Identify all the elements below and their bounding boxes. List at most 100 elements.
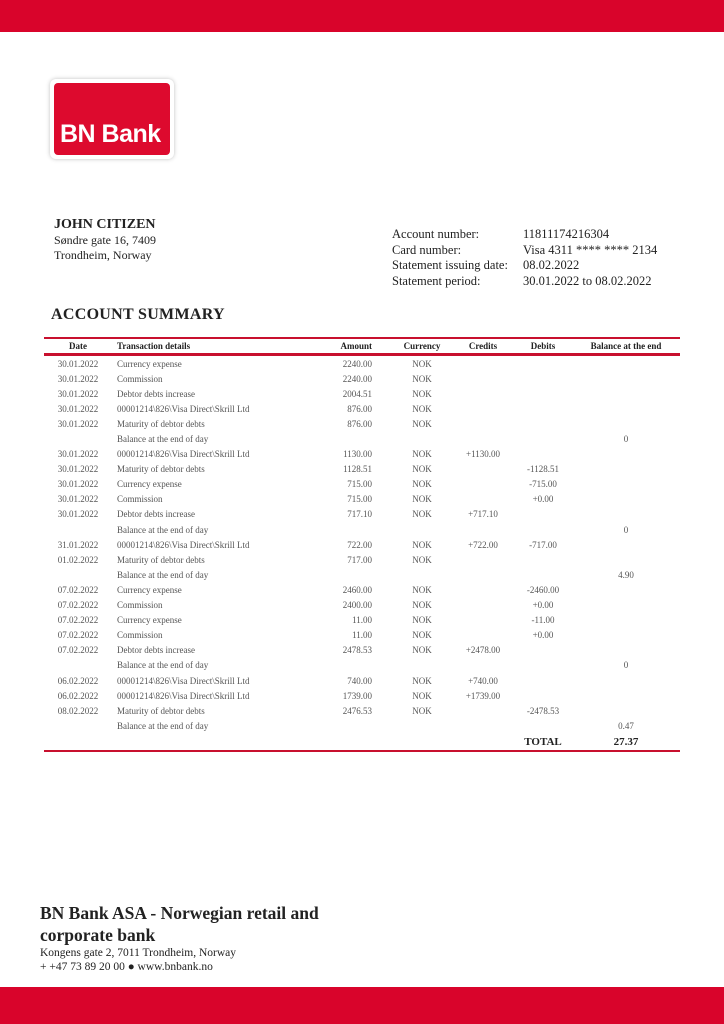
cell-currency: NOK: [412, 403, 432, 414]
account-value: 08.02.2022: [523, 258, 580, 272]
header-debits: Debits: [530, 341, 556, 351]
cell-debits: [514, 643, 572, 658]
cell-debits: [514, 552, 572, 567]
cell-currency: NOK: [412, 645, 432, 656]
cell-date: [44, 522, 112, 537]
cell-debits: [514, 431, 572, 446]
cell-details: Maturity of debtor debts: [117, 554, 205, 565]
cell-balance: [572, 552, 680, 567]
cell-date: [44, 431, 112, 446]
header-details: Transaction details: [117, 341, 191, 351]
cell-credits: [452, 431, 514, 446]
cell-amount: 2004.51: [342, 388, 372, 399]
cell-amount: [300, 522, 392, 537]
cell-debits: +0.00: [532, 494, 554, 505]
customer-name: JOHN CITIZEN: [54, 217, 156, 232]
cell-debits: [514, 688, 572, 703]
cell-balance: [572, 613, 680, 628]
header-currency: Currency: [403, 341, 441, 351]
account-value: 30.01.2022 to 08.02.2022: [523, 273, 652, 288]
cell-currency: NOK: [412, 539, 432, 550]
header-amount: Amount: [340, 341, 372, 351]
account-row: Card number: Visa 4311 **** **** 2134: [392, 243, 657, 259]
cell-currency: [392, 522, 452, 537]
cell-date: 07.02.2022: [57, 615, 99, 626]
footer-title: BN Bank ASA - Norwegian retail and corpo…: [40, 903, 319, 945]
table-row: 30.01.2022 Debtor debts increase 2004.51 NO…: [44, 386, 680, 401]
cell-date: [44, 718, 112, 733]
cell-credits: [452, 598, 514, 613]
table-row: 07.02.2022 Debtor debts increase 2478.53 NO…: [44, 643, 680, 658]
cell-amount: 2460.00: [342, 584, 372, 595]
cell-date: 01.02.2022: [57, 554, 99, 565]
table-row: 31.01.2022 00001214\826\Visa Direct\Skril…: [44, 537, 680, 552]
cell-date: 30.01.2022: [57, 358, 99, 369]
cell-credits: +2478.00: [465, 645, 501, 656]
cell-credits: +1739.00: [465, 690, 501, 701]
cell-debits: [514, 718, 572, 733]
account-value: 11811174216304: [523, 227, 610, 241]
cell-details: Debtor debts increase: [117, 388, 195, 399]
cell-balance: [572, 416, 680, 431]
cell-date: [44, 658, 112, 673]
cell-currency: NOK: [412, 630, 432, 641]
header-balance: Balance at the end: [590, 341, 662, 351]
account-value: Visa 4311 **** **** 2134: [523, 242, 658, 257]
cell-credits: [452, 477, 514, 492]
cell-amount: [300, 658, 392, 673]
total-row: TOTAL 27.37: [44, 733, 680, 752]
cell-currency: NOK: [412, 675, 432, 686]
cell-date: 30.01.2022: [57, 509, 99, 520]
cell-details: Maturity of debtor debts: [117, 464, 205, 475]
table-row: 30.01.2022 00001214\826\Visa Direct\Skril…: [44, 447, 680, 462]
cell-credits: [452, 386, 514, 401]
cell-currency: NOK: [412, 690, 432, 701]
table-row: 30.01.2022 Commission 2240.00 NOK: [44, 371, 680, 386]
cell-details: Balance at the end of day: [117, 720, 209, 731]
top-banner: [0, 0, 724, 32]
table-row: 30.01.2022 Debtor debts increase 717.10 NOK…: [44, 507, 680, 522]
cell-credits: [452, 718, 514, 733]
cell-date: [44, 567, 112, 582]
cell-amount: 2478.53: [342, 645, 372, 656]
cell-amount: 717.00: [347, 554, 372, 565]
table-row: 08.02.2022 Maturity of debtor debts 2476.5…: [44, 703, 680, 718]
cell-details: Balance at the end of day: [117, 569, 209, 580]
cell-balance: 0: [623, 434, 629, 445]
cell-details: Balance at the end of day: [117, 434, 209, 445]
cell-currency: [392, 431, 452, 446]
cell-details: Balance at the end of day: [117, 524, 209, 535]
cell-debits: [514, 507, 572, 522]
cell-debits: [514, 522, 572, 537]
cell-details: Maturity of debtor debts: [117, 418, 205, 429]
cell-credits: [452, 613, 514, 628]
cell-date: 30.01.2022: [57, 464, 99, 475]
cell-details: 00001214\826\Visa Direct\Skrill Ltd: [117, 403, 250, 414]
cell-balance: [572, 447, 680, 462]
cell-details: Commission: [117, 600, 163, 611]
cell-currency: NOK: [412, 584, 432, 595]
footer-contact: + +47 73 89 20 00 ● www.bnbank.no: [40, 961, 213, 973]
section-title: ACCOUNT SUMMARY: [51, 306, 225, 323]
cell-details: Currency expense: [117, 358, 182, 369]
table-row: 06.02.2022 00001214\826\Visa Direct\Skril…: [44, 688, 680, 703]
customer-address-line1: Søndre gate 16, 7409: [54, 233, 156, 247]
account-row: Account number: 11811174216304: [392, 227, 657, 243]
cell-details: 00001214\826\Visa Direct\Skrill Ltd: [117, 675, 250, 686]
account-label: Statement issuing date:: [392, 258, 508, 272]
cell-details: Commission: [117, 494, 163, 505]
cell-date: 08.02.2022: [57, 705, 99, 716]
cell-date: 30.01.2022: [57, 479, 99, 490]
table-row: 07.02.2022 Commission 2400.00 NOK +0.00: [44, 598, 680, 613]
cell-currency: NOK: [412, 418, 432, 429]
cell-debits: [514, 401, 572, 416]
cell-credits: [452, 582, 514, 597]
cell-currency: NOK: [412, 554, 432, 565]
footer-address: Kongens gate 2, 7011 Trondheim, Norway: [40, 947, 237, 959]
table-row: Balance at the end of day 0: [44, 522, 680, 537]
cell-date: 07.02.2022: [57, 584, 99, 595]
cell-debits: -715.00: [529, 479, 557, 490]
cell-amount: 715.00: [347, 494, 372, 505]
table-row: 07.02.2022 Currency expense 2460.00 NOK -246…: [44, 582, 680, 597]
cell-date: 07.02.2022: [57, 645, 99, 656]
